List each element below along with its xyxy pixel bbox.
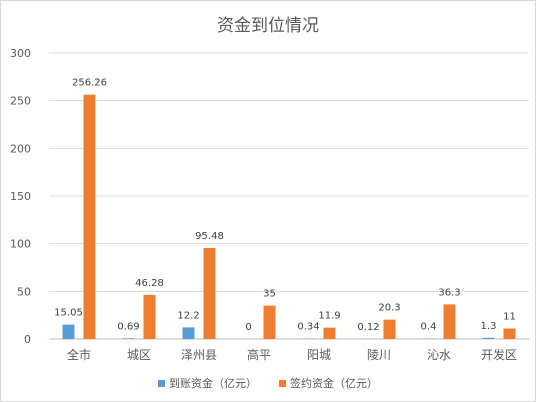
bar-signed: [83, 94, 96, 340]
bar-received: [62, 324, 75, 339]
data-label: 256.26: [72, 78, 107, 89]
x-tick-label: 阳城: [307, 348, 331, 362]
data-label: 11: [503, 312, 516, 323]
y-tick-label: 50: [17, 285, 31, 298]
chart-legend: 到账资金（亿元） 签约资金（亿元）: [1, 375, 535, 391]
bar-signed: [143, 294, 156, 339]
data-label: 12.2: [177, 310, 199, 321]
data-label: 0.12: [357, 322, 379, 333]
data-label: 35: [263, 289, 276, 300]
x-tick-label: 高平: [247, 347, 271, 362]
x-tick-label: 陵川: [367, 348, 391, 362]
data-label: 0.4: [421, 322, 437, 333]
legend-swatch-signed: [279, 379, 286, 387]
data-label: 36.3: [438, 287, 460, 298]
data-label: 11.9: [318, 311, 340, 322]
bar-signed: [323, 327, 336, 339]
y-tick-label: 100: [10, 238, 31, 251]
bar-signed: [383, 319, 396, 339]
x-tick-label: 城区: [127, 348, 151, 362]
legend-swatch-received: [158, 379, 165, 387]
y-tick-label: 200: [10, 142, 31, 155]
x-tick-label: 开发区: [481, 347, 517, 362]
data-label: 0.34: [297, 322, 319, 333]
x-tick-label: 全市: [67, 347, 91, 362]
data-label: 15.05: [54, 308, 83, 319]
bar-received: [182, 327, 195, 339]
legend-item-signed: 签约资金（亿元）: [279, 375, 378, 391]
data-label: 46.28: [135, 278, 164, 289]
chart-title: 资金到位情况: [217, 16, 319, 36]
x-tick-label: 沁水: [427, 348, 451, 362]
y-tick-label: 300: [10, 47, 31, 60]
y-tick-label: 0: [24, 333, 31, 346]
data-label: 20.3: [378, 303, 400, 314]
data-label: 0.69: [117, 321, 139, 332]
data-label: 95.48: [195, 231, 224, 242]
bar-received: [482, 337, 495, 339]
data-label: 0: [245, 322, 251, 333]
bar-signed: [263, 305, 276, 339]
y-tick-label: 150: [10, 190, 31, 203]
legend-item-received: 到账资金（亿元）: [158, 375, 257, 391]
bar-signed: [203, 247, 216, 339]
y-tick-label: 250: [10, 95, 31, 108]
bar-signed: [443, 304, 456, 339]
legend-label-signed: 签约资金（亿元）: [290, 377, 378, 390]
x-tick-label: 泽州县: [181, 348, 217, 362]
bar-received: [122, 338, 135, 339]
legend-label-received: 到账资金（亿元）: [169, 377, 257, 390]
data-label: 1.3: [481, 321, 497, 332]
bar-signed: [503, 328, 516, 339]
